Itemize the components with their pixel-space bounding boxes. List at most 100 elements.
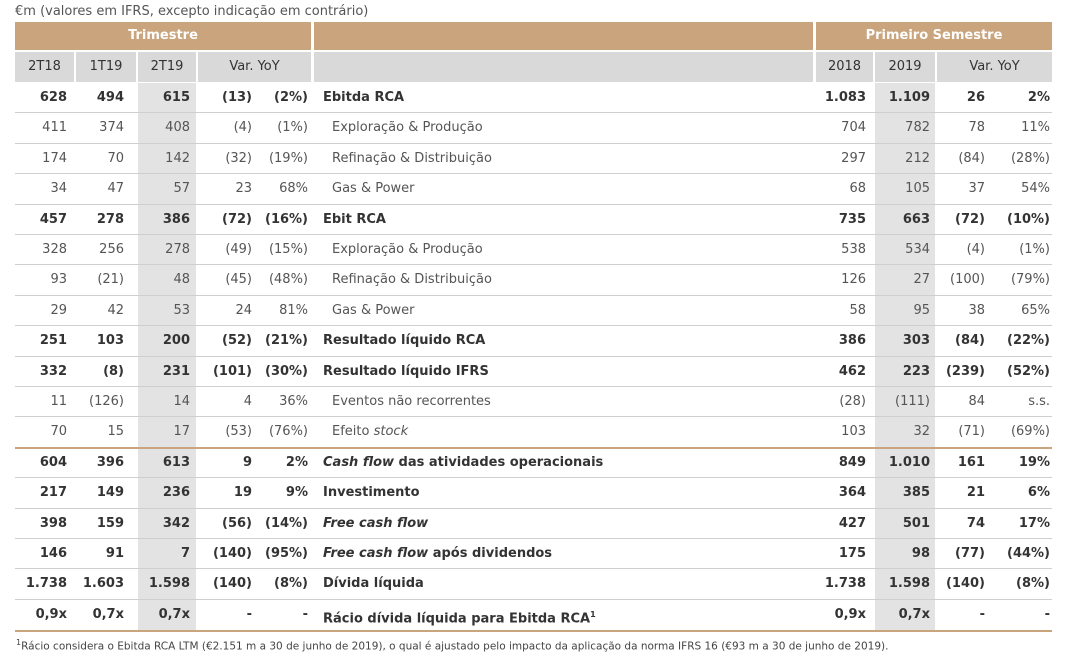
cell: 68% bbox=[279, 181, 308, 197]
row-label: Ebit RCA bbox=[323, 205, 386, 235]
cell: (8%) bbox=[1016, 576, 1050, 592]
row-separator bbox=[15, 507, 1052, 509]
row-separator bbox=[15, 477, 1052, 479]
label-part: Gas & Power bbox=[332, 181, 415, 197]
column-header: Var. YoY bbox=[937, 52, 1052, 82]
cell: 32 bbox=[913, 424, 930, 440]
row-separator bbox=[15, 112, 1052, 114]
cell: s.s. bbox=[1028, 394, 1050, 409]
header-band: Primeiro Semestre bbox=[816, 22, 1052, 50]
cell: (140) bbox=[212, 546, 252, 561]
cell: 65% bbox=[1021, 302, 1050, 318]
row-label: Exploração & Produção bbox=[332, 235, 483, 265]
label-part: Exploração & Produção bbox=[332, 120, 483, 136]
header-band bbox=[314, 22, 813, 50]
cell: 17% bbox=[1018, 515, 1050, 531]
cell: 385 bbox=[902, 485, 930, 501]
row-separator bbox=[15, 355, 1052, 357]
cell: 251 bbox=[39, 333, 67, 349]
cell: - bbox=[302, 606, 308, 622]
row-label: Dívida líquida bbox=[323, 569, 424, 599]
cell: 161 bbox=[957, 454, 985, 470]
row-separator bbox=[15, 568, 1052, 570]
cell: 29 bbox=[50, 302, 67, 318]
cell: 159 bbox=[96, 515, 124, 531]
cell: (44%) bbox=[1007, 546, 1050, 561]
cell: (8%) bbox=[274, 576, 308, 592]
cell: 11 bbox=[50, 394, 67, 409]
cell: 615 bbox=[162, 90, 190, 105]
cell: 1.109 bbox=[888, 90, 930, 105]
label-part: 1 bbox=[590, 609, 596, 619]
cell: 58 bbox=[849, 302, 866, 318]
cell: (14%) bbox=[265, 515, 308, 531]
row-label: Cash flow das atividades operacionais bbox=[323, 448, 603, 478]
cell: 1.010 bbox=[888, 454, 930, 470]
cell: 297 bbox=[841, 150, 866, 166]
label-part: Ebitda RCA bbox=[323, 90, 405, 105]
cell: 53 bbox=[173, 302, 190, 318]
cell: 411 bbox=[42, 120, 67, 136]
cell: (76%) bbox=[268, 424, 308, 440]
cell: 1.603 bbox=[82, 576, 124, 592]
cell: 17 bbox=[173, 424, 190, 440]
cell: (1%) bbox=[277, 120, 308, 136]
cell: (95%) bbox=[265, 546, 308, 561]
label-part: Ebit RCA bbox=[323, 211, 386, 227]
row-label: Gas & Power bbox=[332, 174, 415, 204]
cell: (239) bbox=[945, 363, 985, 379]
row-label: Resultado líquido IFRS bbox=[323, 357, 489, 387]
row-separator bbox=[15, 203, 1052, 205]
cell: 223 bbox=[902, 363, 930, 379]
cell: 19 bbox=[233, 485, 252, 501]
cell: 48 bbox=[173, 272, 190, 288]
label-part: Eventos não recorrentes bbox=[332, 394, 491, 409]
row-separator bbox=[15, 325, 1052, 327]
cell: 57 bbox=[173, 181, 190, 197]
footnote-marker: 1 bbox=[16, 638, 22, 647]
row-separator bbox=[15, 416, 1052, 418]
label-part: Efeito bbox=[332, 424, 374, 440]
row-label: Exploração & Produção bbox=[332, 113, 483, 143]
cell: (101) bbox=[212, 363, 252, 379]
cell: 95 bbox=[913, 302, 930, 318]
cell: 146 bbox=[39, 546, 67, 561]
cell: 26 bbox=[966, 90, 985, 105]
label-part: Cash flow bbox=[323, 454, 395, 470]
section-rule bbox=[15, 446, 1052, 449]
cell: (71) bbox=[958, 424, 985, 440]
cell: 427 bbox=[838, 515, 866, 531]
cell: 142 bbox=[165, 150, 190, 166]
row-label: Resultado líquido RCA bbox=[323, 326, 485, 356]
cell: (13) bbox=[222, 90, 252, 105]
row-label: Refinação & Distribuição bbox=[332, 144, 492, 174]
cell: 91 bbox=[105, 546, 124, 561]
row-separator bbox=[15, 234, 1052, 235]
cell: 462 bbox=[838, 363, 866, 379]
cell: (52) bbox=[222, 333, 252, 349]
row-label: Free cash flow bbox=[323, 509, 428, 539]
cell: 1.083 bbox=[824, 90, 866, 105]
row-separator bbox=[15, 538, 1052, 539]
cell: - bbox=[979, 606, 985, 622]
cell: 2% bbox=[285, 454, 308, 470]
caption: €m (valores em IFRS, excepto indicação e… bbox=[15, 4, 369, 19]
row-label: Gas & Power bbox=[332, 296, 415, 326]
cell: 23 bbox=[235, 181, 252, 197]
cell: 78 bbox=[968, 120, 985, 136]
cell: 200 bbox=[162, 333, 190, 349]
cell: 0,7x bbox=[898, 606, 930, 622]
row-label: Free cash flow após dividendos bbox=[323, 539, 552, 569]
cell: 0,9x bbox=[35, 606, 67, 622]
cell: (126) bbox=[89, 394, 124, 409]
row-separator bbox=[15, 294, 1052, 296]
row-separator bbox=[15, 173, 1052, 175]
cell: (84) bbox=[958, 150, 985, 166]
cell: 386 bbox=[838, 333, 866, 349]
label-part: Refinação & Distribuição bbox=[332, 150, 492, 166]
cell: 457 bbox=[39, 211, 67, 227]
cell: 849 bbox=[838, 454, 866, 470]
row-label: Refinação & Distribuição bbox=[332, 265, 492, 295]
bottom-rule bbox=[15, 630, 1052, 633]
